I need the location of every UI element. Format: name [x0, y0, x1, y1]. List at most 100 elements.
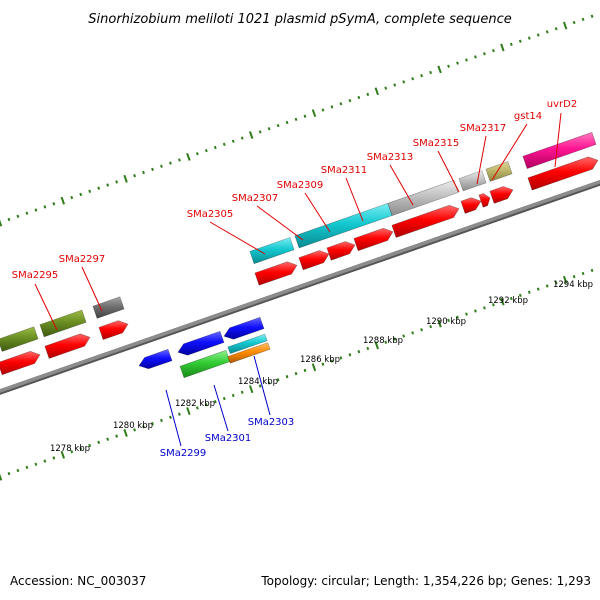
- tick-mark-inner: [43, 459, 47, 463]
- cds-arrow: [460, 197, 482, 214]
- cds-arrow: [44, 333, 91, 359]
- tick-mark-inner: [491, 303, 495, 307]
- tick-mark-inner: [294, 371, 298, 376]
- gene-glyph-teal: [249, 237, 295, 265]
- gene-label-sma2301: SMa2301: [205, 433, 252, 444]
- feature-glyphs: [0, 131, 599, 379]
- tick-mark-inner: [590, 268, 594, 273]
- leader-line: [304, 192, 331, 233]
- tick-mark-outer: [43, 205, 47, 209]
- gene-glyph-khaki: [485, 161, 513, 182]
- cds-arrow: [489, 186, 514, 204]
- tick-mark-outer: [213, 145, 217, 150]
- scale-label: 1284 kbp: [238, 377, 278, 387]
- tick-mark-outer: [500, 43, 505, 52]
- tick-mark-outer: [411, 77, 415, 81]
- tick-mark-outer: [536, 33, 540, 37]
- leader-line: [256, 205, 304, 241]
- tick-mark-inner: [572, 274, 576, 279]
- tick-mark-inner: [160, 418, 163, 423]
- scale-label: 1294 kbp: [553, 280, 593, 290]
- tick-mark-outer: [34, 208, 38, 212]
- tick-mark-outer: [491, 48, 495, 53]
- tick-mark-inner: [204, 403, 208, 407]
- scale-label: 1288 kbp: [363, 336, 403, 346]
- tick-mark-inner: [240, 390, 244, 394]
- tick-mark-inner: [60, 450, 65, 459]
- tick-mark-inner: [303, 368, 307, 373]
- tick-mark-inner: [536, 287, 540, 291]
- tick-mark-outer: [483, 52, 486, 56]
- tick-mark-outer: [133, 174, 136, 178]
- leader-line: [554, 112, 562, 168]
- cds-arrow: [298, 250, 330, 271]
- tick-mark-inner: [321, 362, 325, 366]
- tick-mark-outer: [311, 109, 317, 118]
- label-leader-lines: [34, 112, 562, 447]
- backbone-line: [0, 180, 600, 393]
- cds-arrow-reverse: [223, 316, 265, 340]
- tick-mark-outer: [420, 73, 424, 78]
- leader-line: [81, 266, 103, 312]
- tick-mark-outer: [294, 117, 298, 122]
- tick-mark-inner: [429, 324, 433, 329]
- tick-mark-outer: [240, 136, 244, 140]
- tick-mark-outer: [437, 65, 442, 74]
- tick-mark-outer: [402, 80, 406, 84]
- tick-mark-inner: [248, 385, 254, 394]
- tick-mark-outer: [303, 114, 307, 118]
- tick-mark-inner: [70, 450, 74, 454]
- tick-mark-inner: [213, 400, 217, 404]
- gene-label-sma2315: SMa2315: [413, 138, 460, 149]
- gene-label-sma2313: SMa2313: [367, 152, 414, 163]
- tick-mark-inner: [518, 293, 522, 298]
- tick-mark-outer: [142, 170, 145, 175]
- tick-mark-inner: [34, 462, 38, 466]
- tick-mark-inner: [581, 271, 585, 276]
- tick-mark-outer: [572, 20, 576, 25]
- gene-label-sma2309: SMa2309: [277, 180, 324, 191]
- tick-mark-inner: [178, 412, 181, 416]
- tick-mark-outer: [79, 192, 83, 197]
- tick-mark-outer: [97, 186, 101, 190]
- tick-mark-outer: [374, 87, 379, 96]
- tick-mark-outer: [562, 21, 568, 30]
- gene-label-sma2307: SMa2307: [232, 193, 279, 204]
- tick-mark-inner: [527, 290, 531, 294]
- tick-mark-outer: [60, 196, 65, 205]
- gene-glyph-olive: [39, 309, 87, 338]
- tick-mark-inner: [411, 331, 415, 335]
- gene-glyph-orange: [227, 342, 271, 364]
- tick-mark-inner: [374, 341, 379, 350]
- cds-arrow: [353, 227, 394, 252]
- tick-mark-outer: [474, 55, 477, 59]
- tick-mark-outer: [276, 123, 280, 128]
- tick-mark-outer: [366, 92, 370, 97]
- tick-mark-outer: [545, 30, 549, 34]
- leader-line: [389, 164, 414, 206]
- forward-gene-labels: SMa2295 SMa2297 SMa2305 SMa2307 SMa2309 …: [12, 99, 578, 281]
- tick-mark-outer: [518, 39, 522, 43]
- tick-mark-inner: [339, 356, 343, 360]
- tick-mark-inner: [222, 396, 226, 401]
- leader-line: [34, 283, 58, 331]
- tick-mark-inner: [474, 309, 477, 313]
- gene-label-sma2305: SMa2305: [187, 209, 234, 220]
- tick-mark-outer: [160, 164, 163, 168]
- tick-mark-inner: [151, 421, 154, 426]
- cds-arrow: [0, 350, 41, 376]
- tick-mark-outer: [393, 83, 397, 87]
- tick-mark-outer: [115, 180, 119, 184]
- tick-mark-outer: [258, 130, 262, 134]
- tick-mark-outer: [169, 161, 172, 165]
- tick-mark-outer: [88, 189, 92, 193]
- cds-arrow: [326, 241, 356, 261]
- tick-mark-inner: [311, 363, 317, 372]
- leader-line: [476, 135, 487, 185]
- tick-mark-outer: [348, 98, 352, 103]
- tick-mark-outer: [509, 42, 513, 47]
- tick-mark-outer: [186, 152, 191, 161]
- tick-mark-inner: [384, 340, 388, 344]
- tick-mark-outer: [384, 86, 388, 90]
